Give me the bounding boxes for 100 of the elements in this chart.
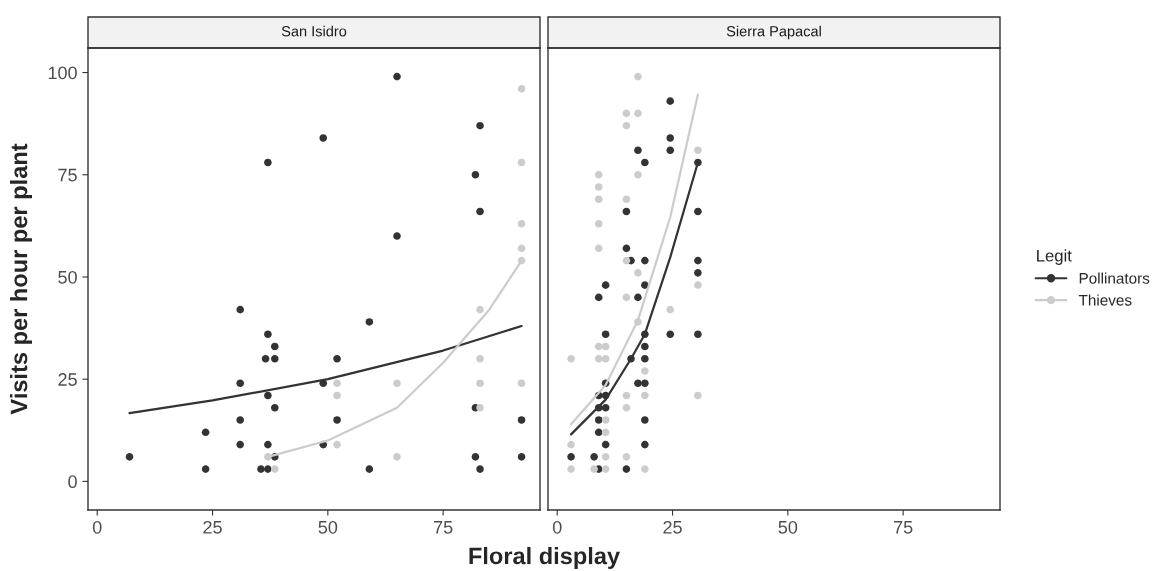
point [622, 256, 631, 265]
point [622, 244, 631, 253]
legend-label: Thieves [1078, 294, 1132, 306]
point [634, 146, 642, 155]
point [236, 379, 245, 388]
point [694, 269, 702, 277]
point [694, 391, 702, 400]
point [622, 195, 631, 204]
point [270, 403, 279, 412]
point [594, 220, 603, 228]
point [622, 453, 631, 461]
point [622, 109, 631, 118]
point [264, 158, 272, 167]
legend-label: Pollinators [1079, 272, 1150, 284]
chart-title: Sierra Papacal [726, 25, 821, 40]
point [641, 367, 649, 375]
point [622, 403, 631, 412]
point [641, 342, 649, 351]
x-tick-label: 50 [318, 520, 338, 534]
point [236, 416, 245, 424]
point [622, 207, 631, 216]
point [201, 428, 210, 437]
point [641, 391, 649, 400]
point [641, 158, 649, 167]
point [567, 354, 575, 363]
point [641, 379, 649, 388]
point [666, 134, 675, 142]
point [333, 379, 341, 388]
point [393, 379, 401, 388]
point [622, 465, 631, 473]
point [641, 354, 649, 363]
point [517, 220, 526, 228]
point [319, 134, 328, 142]
point [476, 379, 484, 388]
point [333, 440, 341, 449]
y-tick-label: 100 [48, 66, 77, 80]
point [264, 465, 272, 473]
point [641, 256, 649, 265]
point [601, 440, 610, 449]
point [634, 269, 642, 277]
y-tick-label: 75 [58, 168, 77, 182]
point [236, 440, 245, 449]
point [601, 403, 610, 412]
point [333, 416, 341, 424]
point [125, 453, 134, 461]
point [694, 146, 702, 155]
x-tick-label: 0 [552, 520, 562, 534]
point [594, 183, 603, 191]
point [634, 72, 642, 81]
point [666, 97, 675, 105]
y-tick-label: 0 [68, 475, 77, 489]
point [694, 207, 702, 216]
point [567, 453, 575, 461]
point [622, 391, 631, 400]
point [517, 244, 526, 253]
point [471, 453, 480, 461]
x-tick-label: 75 [434, 521, 453, 534]
point [634, 293, 642, 302]
point [641, 416, 649, 424]
point [601, 465, 610, 473]
y-tick-label: 25 [58, 373, 77, 386]
x-tick-label: 25 [663, 520, 682, 534]
point [567, 440, 575, 449]
point [594, 428, 603, 437]
point [601, 354, 610, 363]
point [622, 293, 631, 302]
point [641, 465, 649, 473]
point [236, 305, 245, 314]
point [641, 440, 649, 449]
point [666, 330, 675, 338]
point [641, 281, 649, 289]
point [393, 72, 401, 81]
point [601, 453, 610, 461]
point [270, 465, 279, 473]
y-tick-label: 50 [58, 270, 77, 284]
point [365, 465, 374, 473]
point [333, 354, 341, 363]
point [601, 428, 610, 437]
point [393, 232, 401, 240]
point [594, 342, 603, 351]
point [517, 416, 526, 424]
x-tick-label: 75 [894, 521, 913, 534]
point [264, 440, 272, 449]
point [590, 465, 598, 473]
point [270, 342, 279, 351]
point [601, 330, 610, 338]
point [594, 244, 603, 253]
point [694, 256, 702, 265]
point [264, 391, 272, 400]
x-tick-label: 50 [778, 520, 798, 534]
point [476, 207, 484, 216]
point [264, 330, 272, 338]
point [601, 281, 610, 289]
point [257, 465, 265, 473]
point [476, 305, 484, 314]
x-tick-label: 25 [203, 520, 222, 534]
point [594, 416, 603, 424]
point [517, 85, 526, 93]
point [666, 146, 675, 155]
point [333, 391, 341, 400]
